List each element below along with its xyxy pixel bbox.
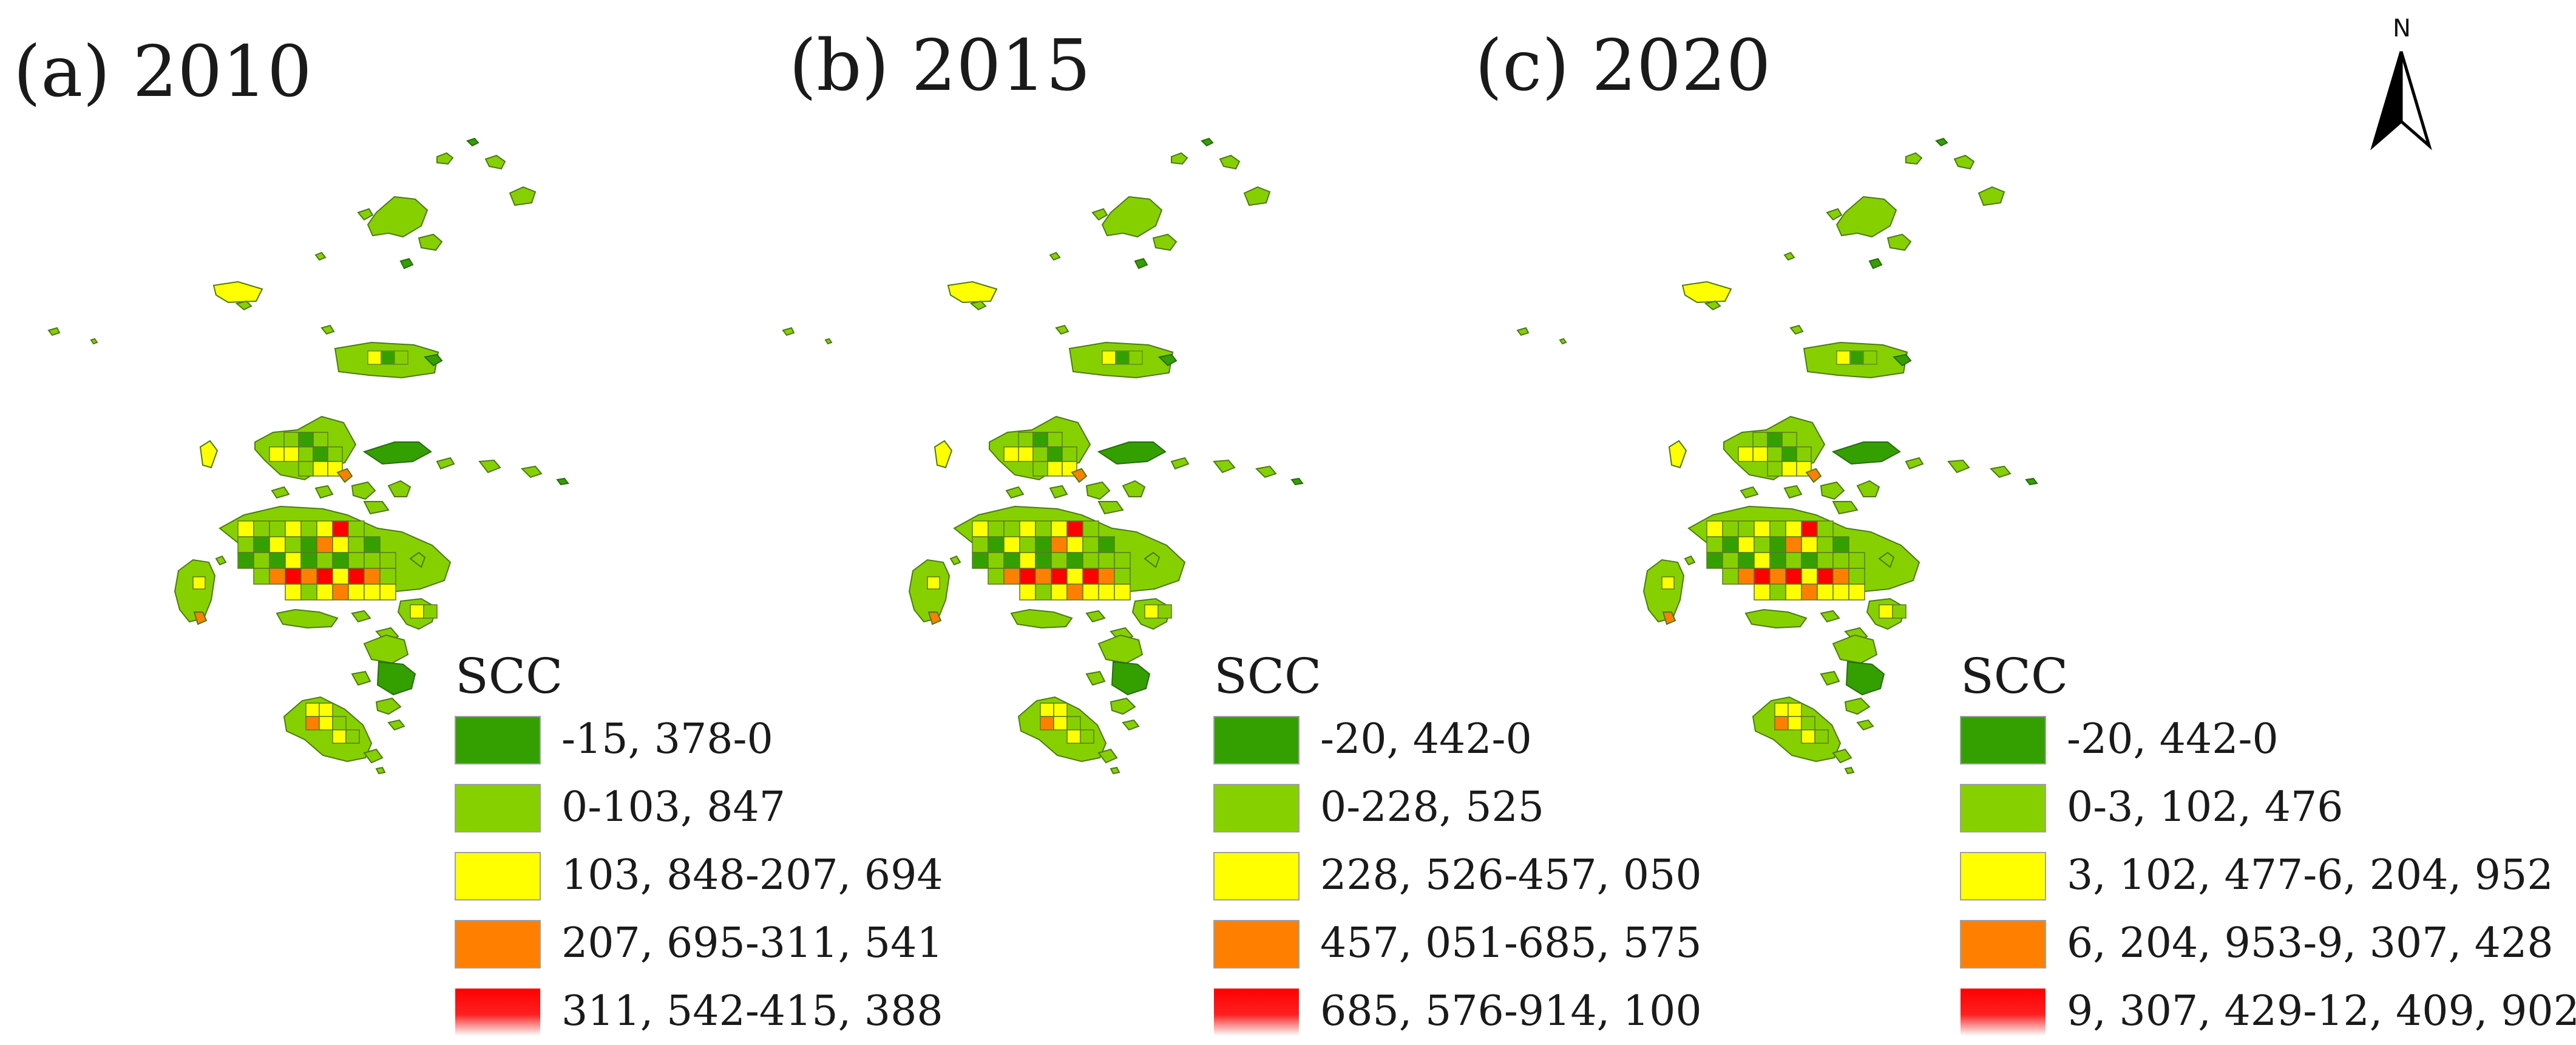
legend-2015: SCC -20, 442-0 0-228, 525 228, 526-457, 05… bbox=[1213, 648, 1702, 1036]
legend-2020: SCC -20, 442-0 0-3, 102, 476 3, 102, 477-6… bbox=[1960, 648, 2576, 1036]
legend-swatch-class-1 bbox=[1213, 716, 1300, 764]
legend-swatch-class-5 bbox=[1961, 989, 2046, 1036]
legend-label-class-5: 9, 307, 429-12, 409, 902 bbox=[2067, 987, 2576, 1035]
legend-title: SCC bbox=[1214, 648, 1321, 704]
legend-swatch-class-5 bbox=[455, 989, 540, 1036]
panel-title-2015: (b) 2015 bbox=[789, 25, 1091, 107]
legend-2010: SCC -15, 378-0 0-103, 847 103, 848-207, 69… bbox=[455, 648, 943, 1036]
legend-label-class-2: 0-3, 102, 476 bbox=[2067, 783, 2344, 831]
legend-label-class-1: -20, 442-0 bbox=[1320, 715, 1532, 763]
legend-label-class-3: 228, 526-457, 050 bbox=[1320, 851, 1702, 899]
legend-label-class-2: 0-228, 525 bbox=[1320, 783, 1544, 831]
legend-title: SCC bbox=[455, 648, 563, 704]
legend-label-class-4: 207, 695-311, 541 bbox=[561, 919, 943, 967]
legend-swatch-class-3 bbox=[455, 852, 541, 900]
legend-swatch-class-1 bbox=[1960, 716, 2046, 764]
legend-label-class-4: 6, 204, 953-9, 307, 428 bbox=[2067, 919, 2554, 967]
panel-2020: (c) 2020 bbox=[1475, 25, 2038, 774]
legend-swatch-class-2 bbox=[1960, 784, 2046, 832]
legend-label-class-2: 0-103, 847 bbox=[561, 783, 785, 831]
legend-swatch-class-1 bbox=[455, 716, 541, 764]
legend-swatch-class-4 bbox=[1213, 920, 1300, 968]
legend-title: SCC bbox=[1961, 648, 2068, 704]
legend-label-class-4: 457, 051-685, 575 bbox=[1320, 919, 1702, 967]
legend-label-class-1: -15, 378-0 bbox=[561, 715, 773, 763]
legend-swatch-class-4 bbox=[455, 920, 541, 968]
legend-label-class-3: 3, 102, 477-6, 204, 952 bbox=[2067, 851, 2554, 899]
panel-2010: (a) 2010 bbox=[13, 31, 569, 774]
panel-title-2010: (a) 2010 bbox=[13, 31, 312, 113]
legend-label-class-5: 311, 542-415, 388 bbox=[561, 987, 943, 1035]
map-2020 bbox=[1517, 138, 2038, 774]
panel-title-2020: (c) 2020 bbox=[1475, 25, 1771, 107]
north-arrow-icon: N bbox=[2370, 15, 2432, 151]
legend-swatch-class-4 bbox=[1960, 920, 2046, 968]
legend-label-class-3: 103, 848-207, 694 bbox=[561, 851, 943, 899]
legend-swatch-class-3 bbox=[1960, 852, 2046, 900]
legend-swatch-class-5 bbox=[1214, 989, 1299, 1036]
legend-swatch-class-3 bbox=[1213, 852, 1300, 900]
panel-2015: (b) 2015 bbox=[782, 25, 1303, 774]
north-label: N bbox=[2393, 15, 2411, 43]
legend-label-class-1: -20, 442-0 bbox=[2067, 715, 2279, 763]
legend-label-class-5: 685, 576-914, 100 bbox=[1320, 987, 1702, 1035]
legend-swatch-class-2 bbox=[1213, 784, 1300, 832]
legend-swatch-class-2 bbox=[455, 784, 541, 832]
